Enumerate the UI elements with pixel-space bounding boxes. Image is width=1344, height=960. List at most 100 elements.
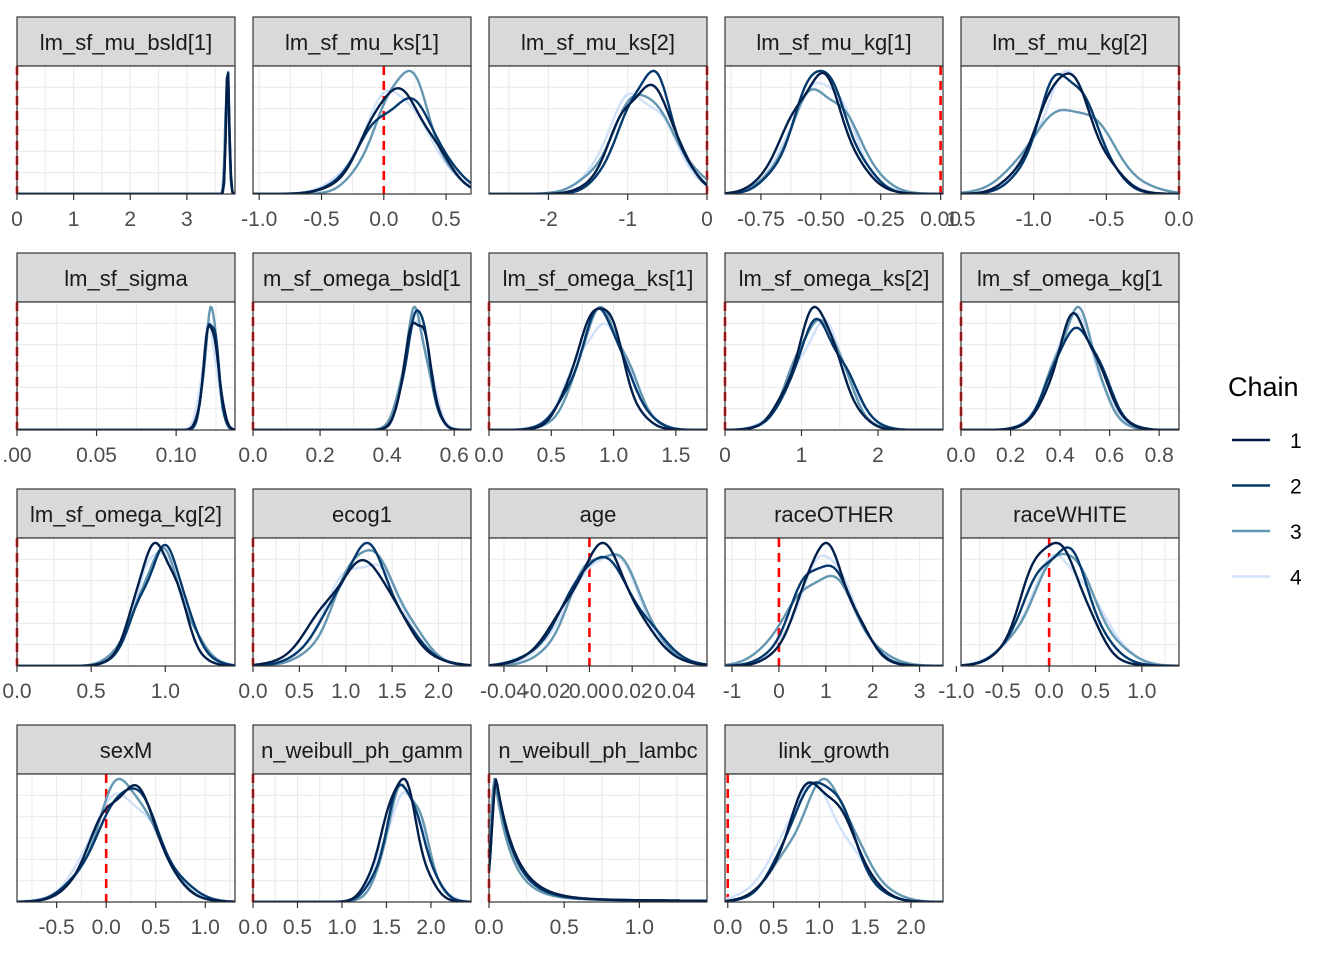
strip-label: m_sf_omega_bsld[1 (263, 266, 461, 291)
panel-border (16, 301, 236, 431)
density-line-chain-3 (725, 574, 943, 666)
facet-panel: n_weibull_ph_lambc 0.0 0.5 1.0 (474, 724, 708, 939)
x-tick-label: 0.5 (431, 208, 460, 231)
x-tick-label: 3 (181, 208, 193, 231)
x-tick-label: 0 (773, 680, 785, 703)
density-line-chain-1 (725, 541, 943, 666)
x-tick-label: 0.2 (305, 444, 334, 467)
facet-panel: ecog1 0.0 0.5 1.0 1.5 2.0 (238, 488, 472, 703)
density-line-chain-3 (253, 549, 471, 666)
x-tick-label: -1.0 (241, 208, 277, 231)
strip-background (488, 16, 708, 67)
x-tick-label: 2 (124, 208, 136, 231)
x-tick-label: 0.6 (1095, 444, 1124, 467)
density-line-chain-1 (253, 321, 471, 430)
panel-border (724, 65, 944, 195)
x-tick-label: 1.0 (1127, 680, 1156, 703)
strip-label: link_growth (778, 738, 889, 763)
strip-background (16, 252, 236, 303)
x-tick-label: 0.0 (238, 680, 267, 703)
strip-background (16, 488, 236, 539)
density-line-chain-4 (17, 319, 235, 430)
strip-label: raceOTHER (774, 502, 894, 527)
x-tick-label: -2 (539, 208, 558, 231)
x-tick-label: 0.0 (713, 916, 742, 939)
x-tick-label: 0.02 (612, 680, 653, 703)
panel-border (488, 65, 708, 195)
x-tick-label: 1.5 (661, 444, 690, 467)
legend-label: 3 (1290, 521, 1302, 544)
facet-panel: n_weibull_ph_gamm 0.0 0.5 1.0 1.5 2.0 (238, 724, 472, 939)
x-tick-label: 1.5 (372, 916, 401, 939)
x-tick-label: 1.0 (331, 680, 360, 703)
x-tick-label: -1.0 (938, 680, 974, 703)
x-tick-label: -0.75 (737, 208, 785, 231)
strip-background (724, 488, 944, 539)
x-tick-label: -1 (723, 680, 742, 703)
x-tick-label: -0.50 (797, 208, 845, 231)
x-tick-label: 0.0 (1164, 208, 1193, 231)
x-tick-label: 1.0 (327, 916, 356, 939)
legend-title: Chain (1228, 372, 1299, 402)
strip-background (960, 16, 1180, 67)
x-tick-label: 0.5 (283, 916, 312, 939)
panel-border (724, 773, 944, 903)
strip-label: lm_sf_omega_ks[1] (503, 266, 694, 291)
facet-panel: link_growth 0.0 0.5 1.0 1.5 2.0 (713, 724, 944, 939)
x-tick-label: 0.5 (1081, 680, 1110, 703)
strip-label: lm_sf_mu_ks[2] (521, 30, 675, 55)
x-tick-label: 0.5 (550, 916, 579, 939)
x-tick-label: 1.5 (378, 680, 407, 703)
x-tick-label: 0.0 (2, 680, 31, 703)
x-tick-label: 1 (796, 444, 808, 467)
facet-panel: lm_sf_omega_ks[1] 0.0 0.5 1.0 1.5 (474, 252, 708, 467)
x-tick-label: 2.0 (896, 916, 925, 939)
density-line-chain-1 (961, 72, 1179, 194)
panel-border (724, 537, 944, 667)
panel-border (252, 773, 472, 903)
facet-panel: lm_sf_sigma .00 0.05 0.10 (2, 252, 236, 467)
x-tick-label: -0.5 (39, 916, 75, 939)
density-line-chain-3 (725, 88, 943, 194)
strip-label: lm_sf_sigma (64, 266, 188, 291)
facet-panel: lm_sf_mu_kg[2] 1.5 -1.0 -0.5 0.0 (946, 16, 1194, 231)
panel-border (488, 773, 708, 903)
facet-panel: sexM -0.5 0.0 0.5 1.0 (16, 724, 236, 939)
x-tick-label: 0.8 (1145, 444, 1174, 467)
x-tick-label: -1 (618, 208, 637, 231)
strip-label: lm_sf_omega_ks[2] (739, 266, 930, 291)
x-tick-label: 1.0 (599, 444, 628, 467)
strip-label: lm_sf_mu_kg[2] (992, 30, 1147, 55)
x-tick-label: 0.0 (369, 208, 398, 231)
facet-panel: raceOTHER -1 0 1 2 3 (723, 488, 944, 703)
x-tick-label: -0.04 (480, 680, 528, 703)
facet-panel: lm_sf_omega_ks[2] 0 1 2 (719, 252, 944, 467)
x-tick-label: 2.0 (416, 916, 445, 939)
panel-border (252, 65, 472, 195)
panel-border (16, 537, 236, 667)
x-tick-label: .00 (2, 444, 31, 467)
x-tick-label: 0.5 (285, 680, 314, 703)
x-tick-label: 0.5 (759, 916, 788, 939)
x-tick-label: 0 (11, 208, 23, 231)
density-line-chain-1 (489, 83, 707, 194)
x-tick-label: 2 (872, 444, 884, 467)
density-line-chain-2 (253, 783, 471, 902)
x-tick-label: 1.0 (191, 916, 220, 939)
legend: Chain 1 2 3 4 (1228, 372, 1302, 590)
panel-border (724, 301, 944, 431)
x-tick-label: 1 (820, 680, 832, 703)
density-line-chain-1 (17, 324, 235, 430)
x-tick-label: 1.0 (151, 680, 180, 703)
facet-panel: m_sf_omega_bsld[1 0.0 0.2 0.4 0.6 (238, 252, 472, 467)
x-tick-label: 0.5 (141, 916, 170, 939)
x-tick-label: 0.04 (655, 680, 696, 703)
x-tick-label: 0 (701, 208, 713, 231)
x-tick-label: 2.0 (424, 680, 453, 703)
density-line-chain-2 (17, 543, 235, 666)
panel-border (488, 537, 708, 667)
facet-panel: lm_sf_mu_ks[1] -1.0 -0.5 0.0 0.5 (241, 16, 472, 231)
strip-background (252, 724, 472, 775)
x-tick-label: 1.5 (851, 916, 880, 939)
strip-label: lm_sf_mu_kg[1] (756, 30, 911, 55)
